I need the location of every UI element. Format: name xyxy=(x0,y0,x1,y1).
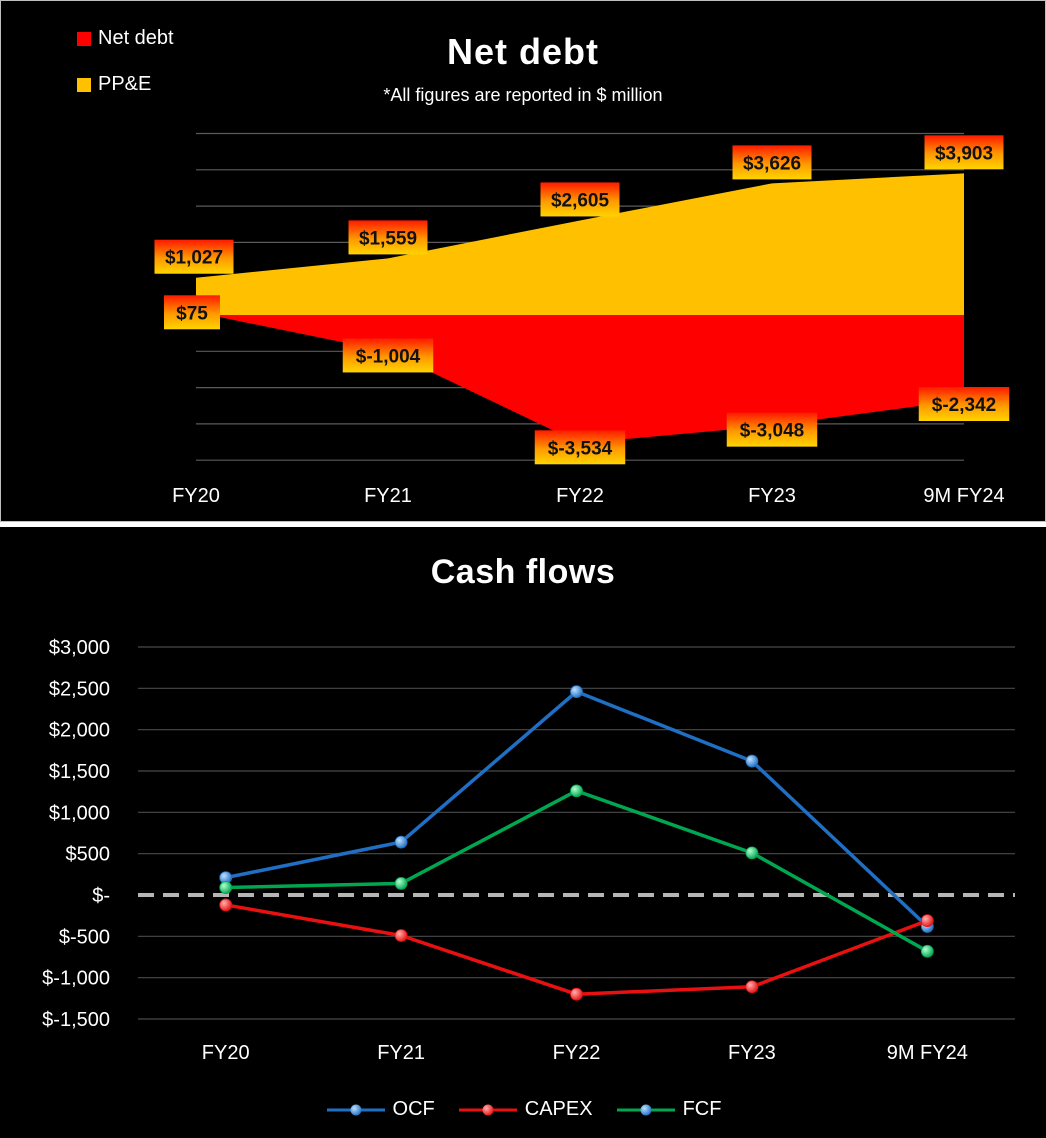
data-point-ocf xyxy=(570,685,583,699)
data-label-text: $1,027 xyxy=(165,248,223,269)
data-label: $-3,048 xyxy=(726,412,818,447)
data-label: $-1,004 xyxy=(342,338,434,373)
x-tick-label: FY21 xyxy=(377,1042,425,1064)
data-label-box xyxy=(726,412,818,447)
legend-label-capex: CAPEX xyxy=(524,1098,593,1120)
legend-label-ocf: OCF xyxy=(392,1098,435,1120)
legend-item-fcf: FCF xyxy=(615,1098,722,1121)
legend-swatch-net-debt xyxy=(77,31,91,46)
data-label-text: $-3,534 xyxy=(548,438,613,459)
x-tick-label: FY21 xyxy=(364,485,412,507)
net-debt-chart: $75 $-1,004 $-3,534 $-3,048 $-2,342 $1,027 $1,… xyxy=(154,132,1010,507)
y-tick-label: $2,000 xyxy=(49,720,110,742)
data-point-capex xyxy=(219,898,233,912)
data-label-box xyxy=(540,182,620,217)
cash-flows-chart: $3,000 $2,500 $2,000 $1,500 $1,000 $500 $- $-50… xyxy=(42,637,1015,1064)
legend-marker-ocf xyxy=(326,1104,385,1115)
data-label-box xyxy=(924,135,1004,170)
data-label: $3,903 xyxy=(924,135,1004,170)
x-tick-label: 9M FY24 xyxy=(923,485,1004,507)
legend-item-net-debt: Net debt xyxy=(77,27,174,50)
data-label-text: $3,903 xyxy=(935,143,993,164)
data-point-capex xyxy=(570,987,583,1001)
data-point-ocf xyxy=(745,754,759,768)
series-line-capex xyxy=(225,903,928,996)
data-label-box xyxy=(164,295,220,330)
data-label-text: $2,605 xyxy=(551,190,610,211)
y-tick-label: $500 xyxy=(66,844,111,866)
data-label: $3,626 xyxy=(732,145,812,180)
data-label-text: $-3,048 xyxy=(740,421,804,442)
data-label-box xyxy=(732,145,812,180)
x-tick-label: FY22 xyxy=(556,485,604,507)
x-tick-label: 9M FY24 xyxy=(887,1042,968,1064)
net-debt-panel: Net debt PP&E Net debt *All figures are … xyxy=(0,0,1046,522)
legend-marker-fcf xyxy=(616,1104,675,1115)
x-tick-label: FY22 xyxy=(553,1042,601,1064)
y-tick-label: $-1,500 xyxy=(42,1009,110,1031)
data-point-fcf xyxy=(219,881,233,894)
data-point-fcf xyxy=(920,944,934,958)
area-ppe xyxy=(196,173,964,315)
data-label-box xyxy=(918,387,1010,422)
chart-title: Net debt xyxy=(447,31,599,72)
y-tick-label: $1,500 xyxy=(49,761,110,783)
legend-label-ppe: PP&E xyxy=(98,73,152,95)
legend-item-ppe: PP&E xyxy=(77,73,151,96)
data-label: $-3,534 xyxy=(534,430,626,465)
data-label-box xyxy=(342,338,434,373)
data-label: $-2,342 xyxy=(918,387,1010,422)
legend-label-net-debt: Net debt xyxy=(98,27,174,49)
chart-legend: OCF CAPEX FCF xyxy=(0,1098,1046,1121)
legend-label-fcf: FCF xyxy=(682,1098,722,1120)
data-point-capex xyxy=(920,914,934,928)
y-tick-label: $3,000 xyxy=(49,637,110,659)
data-label-text: $3,626 xyxy=(743,153,801,174)
data-label-box xyxy=(348,220,428,255)
series-line-fcf xyxy=(225,789,929,953)
legend-swatch-ppe xyxy=(77,77,91,92)
y-tick-label: $-500 xyxy=(59,926,110,948)
data-label: $1,027 xyxy=(154,239,234,274)
data-point-fcf xyxy=(570,784,583,798)
data-label: $1,559 xyxy=(348,220,428,255)
data-point-capex xyxy=(745,980,759,994)
data-label-box xyxy=(154,239,234,274)
chart-subtitle: *All figures are reported in $ million xyxy=(383,85,663,105)
x-tick-label: FY23 xyxy=(748,485,796,507)
chart-title: Cash flows xyxy=(430,553,616,591)
legend-item-capex: CAPEX xyxy=(457,1098,593,1121)
y-tick-label: $2,500 xyxy=(49,678,110,700)
y-tick-label: $- xyxy=(92,885,110,907)
data-label-text: $75 xyxy=(176,303,208,324)
data-label-box xyxy=(534,430,626,465)
cash-flows-panel: Cash flows $3,000 $2,500 $2,000 $1,500 $1,00… xyxy=(0,527,1046,1138)
x-tick-label: FY20 xyxy=(172,485,220,507)
x-tick-label: FY20 xyxy=(202,1042,250,1064)
legend-marker-capex xyxy=(458,1104,517,1115)
data-label: $75 xyxy=(164,295,220,330)
data-point-fcf xyxy=(394,877,408,890)
data-label-text: $-1,004 xyxy=(356,346,421,367)
y-tick-label: $1,000 xyxy=(49,802,110,824)
y-tick-label: $-1,000 xyxy=(42,968,110,990)
data-label-text: $-2,342 xyxy=(932,395,996,416)
data-point-capex xyxy=(394,929,408,942)
legend-item-ocf: OCF xyxy=(325,1098,435,1121)
data-label: $2,605 xyxy=(540,182,620,217)
data-point-fcf xyxy=(745,846,759,860)
x-tick-label: FY23 xyxy=(728,1042,776,1064)
data-point-ocf xyxy=(394,835,408,849)
data-label-text: $1,559 xyxy=(359,228,417,249)
